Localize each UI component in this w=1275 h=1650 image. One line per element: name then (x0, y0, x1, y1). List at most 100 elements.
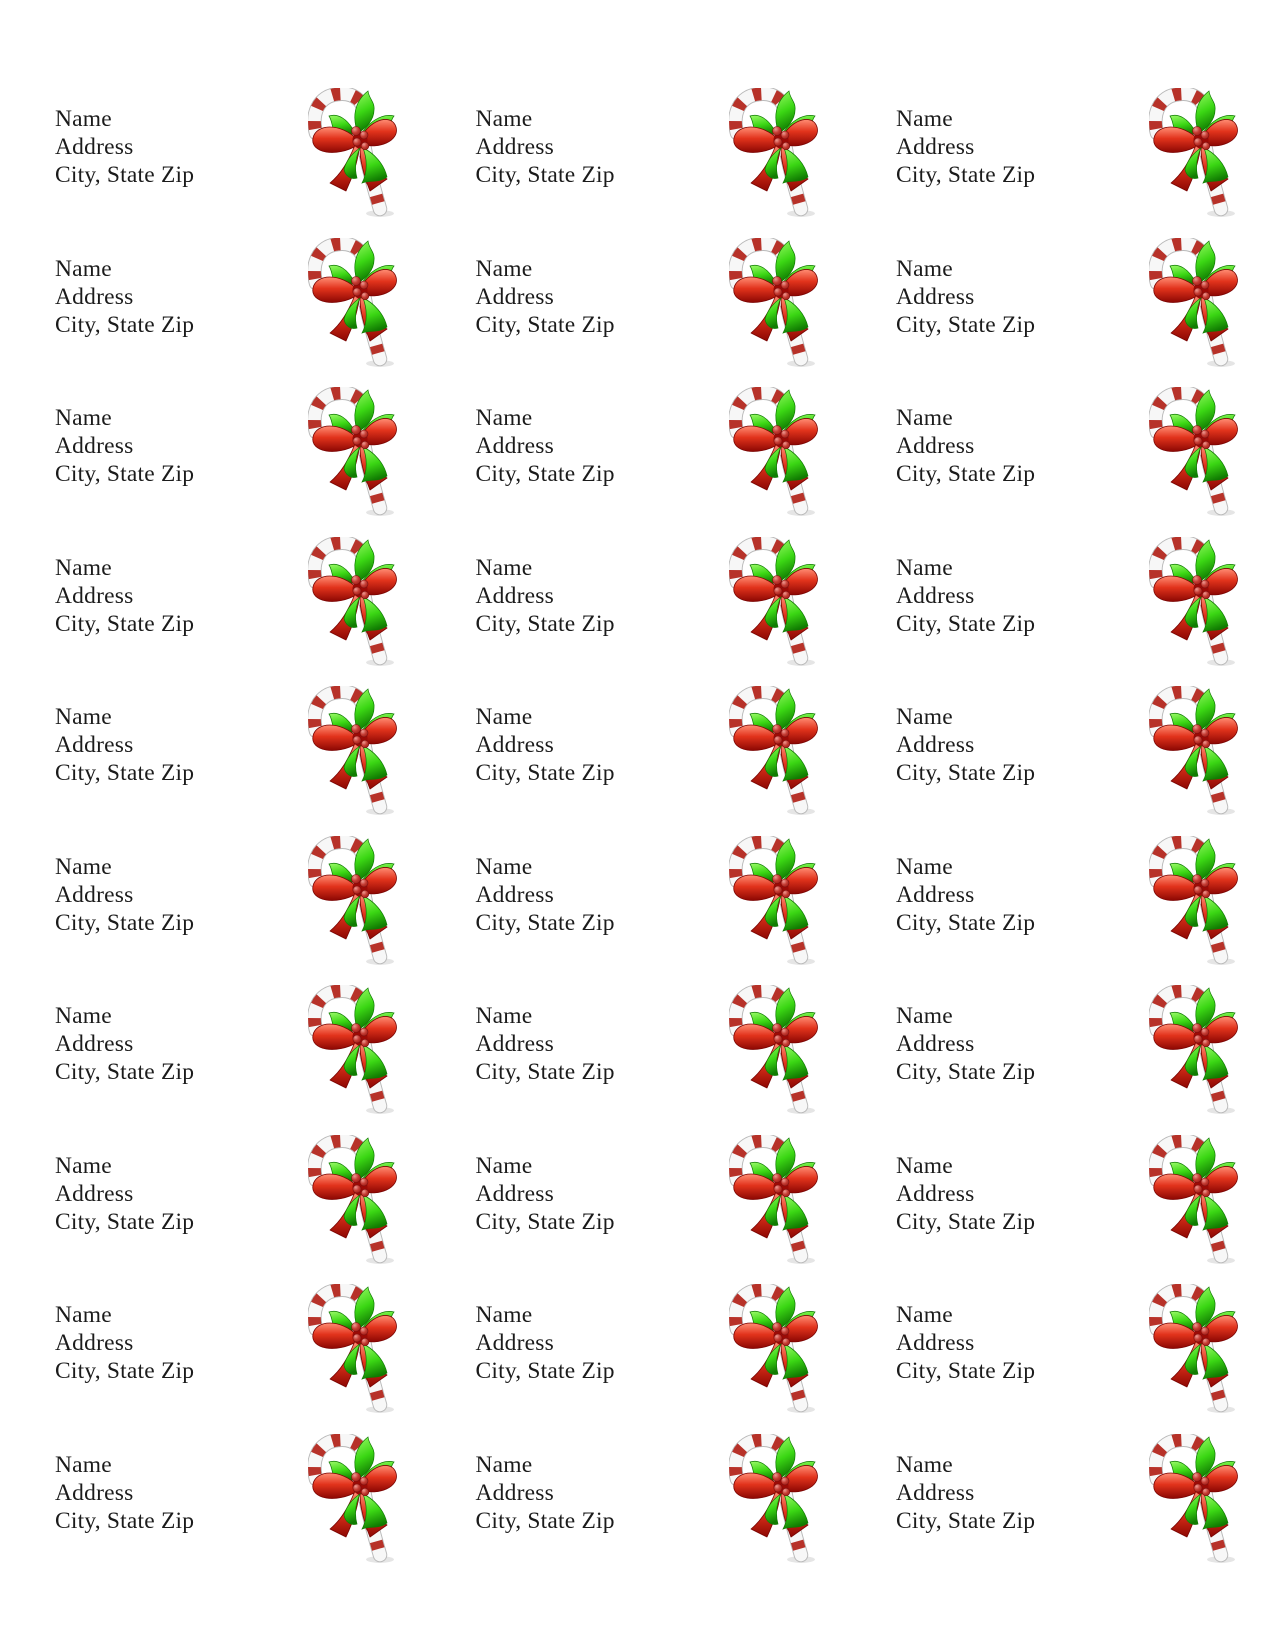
address-label: Name Address City, State Zip (841, 1124, 1262, 1274)
label-city-line: City, State Zip (55, 1208, 195, 1235)
label-address-line: Address (475, 582, 554, 609)
candy-cane-icon (1149, 985, 1241, 1115)
address-block: Name Address City, State Zip (476, 255, 615, 339)
label-city-line: City, State Zip (475, 610, 615, 637)
label-name-line: Name (55, 106, 112, 132)
label-city-line: City, State Zip (55, 1507, 195, 1534)
label-city-line: City, State Zip (896, 1208, 1036, 1235)
address-label: Name Address City, State Zip (421, 675, 842, 825)
label-address-line: Address (896, 1479, 975, 1506)
candy-cane-icon (1149, 686, 1241, 816)
address-label: Name Address City, State Zip (0, 1273, 421, 1423)
address-label: Name Address City, State Zip (841, 974, 1262, 1124)
label-address-line: Address (55, 881, 134, 908)
label-city-line: City, State Zip (475, 1208, 615, 1235)
label-address-line: Address (896, 1180, 975, 1207)
candy-cane-icon (308, 985, 400, 1115)
candy-cane-icon (1149, 537, 1241, 667)
label-name-line: Name (475, 554, 533, 581)
label-address-line: Address (896, 433, 975, 459)
address-label: Name Address City, State Zip (421, 825, 842, 975)
label-name-line: Name (55, 255, 112, 282)
candy-cane-icon (1149, 88, 1241, 218)
address-label: Name Address City, State Zip (841, 227, 1262, 377)
label-address-line: Address (55, 134, 134, 160)
label-address-line: Address (896, 283, 975, 310)
candy-cane-icon (729, 88, 821, 218)
address-label: Name Address City, State Zip (0, 77, 421, 227)
address-block: Name Address City, State Zip (476, 1152, 615, 1236)
label-city-line: City, State Zip (55, 909, 195, 936)
label-name-line: Name (55, 1003, 112, 1029)
label-name-line: Name (55, 704, 112, 730)
address-block: Name Address City, State Zip (476, 105, 615, 189)
label-address-line: Address (896, 582, 975, 609)
label-city-line: City, State Zip (55, 1358, 195, 1384)
label-address-line: Address (475, 283, 554, 310)
label-city-line: City, State Zip (896, 760, 1036, 786)
address-label: Name Address City, State Zip (0, 974, 421, 1124)
label-city-line: City, State Zip (55, 760, 195, 786)
label-name-line: Name (55, 1451, 112, 1478)
candy-cane-icon (729, 686, 821, 816)
candy-cane-icon (1149, 836, 1241, 966)
label-name-line: Name (896, 853, 953, 880)
candy-cane-icon (1149, 238, 1241, 368)
address-label: Name Address City, State Zip (0, 675, 421, 825)
candy-cane-icon (308, 686, 400, 816)
label-address-line: Address (475, 433, 554, 459)
label-address-line: Address (475, 1479, 554, 1506)
label-city-line: City, State Zip (896, 1358, 1036, 1384)
address-label: Name Address City, State Zip (0, 1124, 421, 1274)
label-city-line: City, State Zip (55, 461, 195, 487)
label-city-line: City, State Zip (55, 1059, 195, 1085)
address-block: Name Address City, State Zip (55, 554, 194, 638)
candy-cane-icon (308, 537, 400, 667)
candy-cane-icon (308, 1135, 400, 1265)
candy-cane-icon (729, 985, 821, 1115)
address-block: Name Address City, State Zip (55, 404, 194, 488)
label-name-line: Name (55, 554, 112, 581)
label-name-line: Name (896, 554, 953, 581)
candy-cane-icon (729, 387, 821, 517)
label-name-line: Name (475, 1003, 533, 1029)
address-label: Name Address City, State Zip (421, 1124, 842, 1274)
label-name-line: Name (475, 106, 533, 132)
label-name-line: Name (475, 1451, 533, 1478)
address-block: Name Address City, State Zip (896, 1301, 1035, 1385)
address-label: Name Address City, State Zip (841, 376, 1262, 526)
candy-cane-icon (729, 1434, 821, 1564)
label-address-line: Address (55, 283, 134, 310)
label-name-line: Name (475, 1302, 533, 1328)
candy-cane-icon (1149, 1434, 1241, 1564)
label-address-line: Address (475, 1180, 554, 1207)
address-block: Name Address City, State Zip (896, 554, 1035, 638)
label-address-line: Address (896, 881, 975, 908)
label-address-line: Address (55, 732, 134, 758)
label-city-line: City, State Zip (55, 311, 195, 338)
label-name-line: Name (896, 1152, 953, 1179)
candy-cane-icon (729, 238, 821, 368)
label-city-line: City, State Zip (475, 311, 615, 338)
candy-cane-icon (729, 537, 821, 667)
candy-cane-icon (729, 1284, 821, 1414)
label-sheet: Name Address City, State Zip Name Addres… (0, 77, 1262, 1572)
label-name-line: Name (55, 1152, 112, 1179)
label-address-line: Address (55, 1180, 134, 1207)
label-city-line: City, State Zip (896, 610, 1036, 637)
address-block: Name Address City, State Zip (476, 1301, 615, 1385)
address-block: Name Address City, State Zip (55, 1451, 194, 1535)
label-city-line: City, State Zip (896, 311, 1036, 338)
address-block: Name Address City, State Zip (896, 255, 1035, 339)
label-name-line: Name (896, 1302, 953, 1328)
address-block: Name Address City, State Zip (476, 1451, 615, 1535)
address-block: Name Address City, State Zip (55, 1301, 194, 1385)
label-address-line: Address (55, 433, 134, 459)
label-city-line: City, State Zip (475, 1059, 615, 1085)
label-name-line: Name (896, 1003, 953, 1029)
address-label: Name Address City, State Zip (421, 526, 842, 676)
label-city-line: City, State Zip (475, 162, 615, 188)
label-address-line: Address (896, 732, 975, 758)
label-address-line: Address (896, 1330, 975, 1356)
label-name-line: Name (475, 1152, 533, 1179)
